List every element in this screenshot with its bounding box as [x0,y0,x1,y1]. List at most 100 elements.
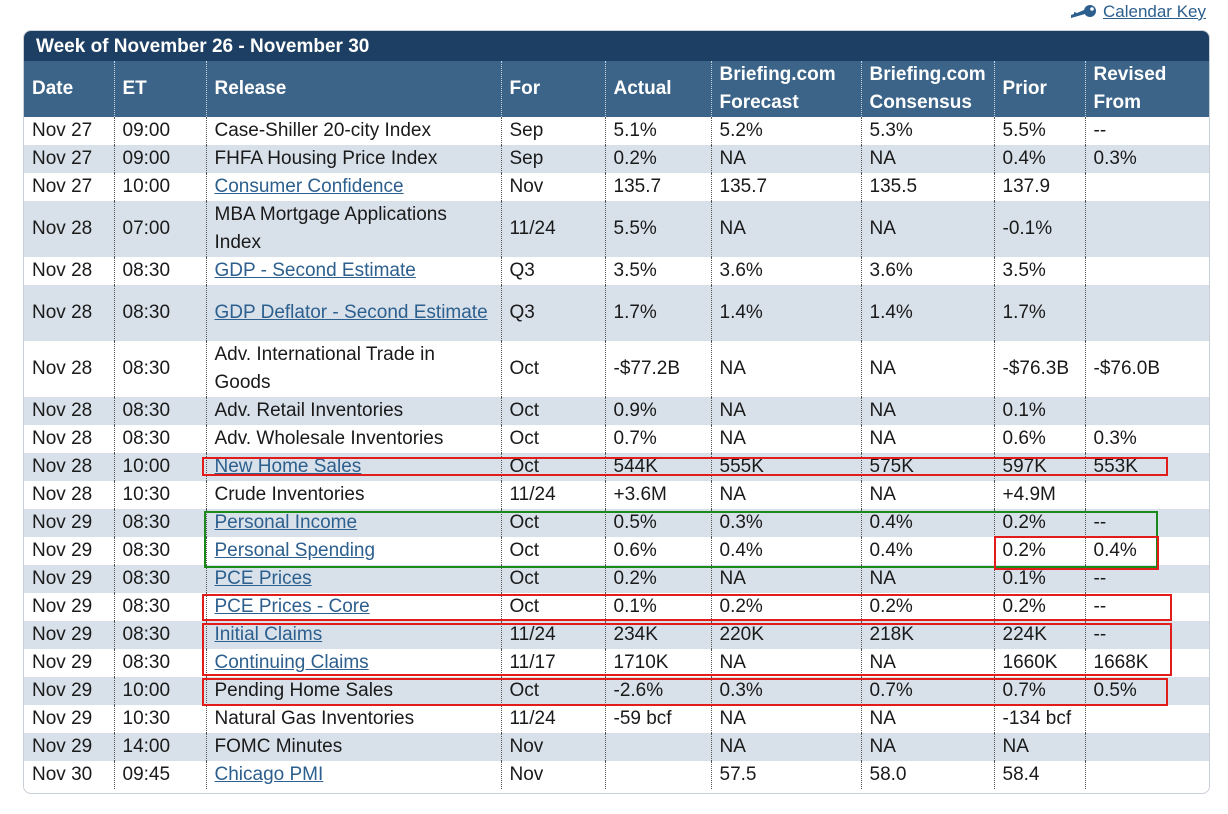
cell-for: Oct [500,341,605,397]
cell-et: 08:30 [113,621,206,649]
cell-prior: 1660K [993,649,1085,677]
release-link[interactable]: New Home Sales [214,456,362,477]
table-row: Nov 27 09:00 FHFA Housing Price Index Sep 0.… [24,145,1209,173]
cell-consensus: NA [860,145,994,173]
cell-release: Adv. Wholesale Inventories [205,425,501,453]
cell-actual: -$77.2B [604,341,711,397]
cell-for: Q3 [500,285,605,341]
table-row: Nov 28 08:30 Adv. International Trade in G… [24,341,1209,397]
cell-et: 08:30 [113,509,206,537]
table-row: Nov 28 10:30 Crude Inventories 11/24 +3.6M NA… [24,481,1209,509]
release-link[interactable]: PCE Prices [214,568,312,589]
calendar-key-link[interactable]: Calendar Key [1068,0,1206,24]
cell-forecast: 1.4% [710,285,861,341]
cell-release: PCE Prices - Core [205,593,501,621]
cell-forecast: 3.6% [710,257,861,285]
cell-date: Nov 27 [24,173,114,201]
header-consensus: Briefing.com Consensus [860,61,994,117]
cell-actual: +3.6M [604,481,711,509]
cell-for: Oct [500,677,605,705]
cell-date: Nov 29 [24,621,114,649]
cell-consensus: NA [860,565,994,593]
cell-revised [1084,397,1209,425]
cell-et: 10:00 [113,453,206,481]
cell-release: FOMC Minutes [205,733,501,761]
cell-release: Crude Inventories [205,481,501,509]
cell-actual: 0.1% [604,593,711,621]
cell-revised: -- [1084,621,1209,649]
cell-release: Personal Income [205,509,501,537]
cell-forecast: 0.4% [710,537,861,565]
cell-for: 11/24 [500,621,605,649]
release-link[interactable]: PCE Prices - Core [214,596,370,617]
cell-release: Continuing Claims [205,649,501,677]
cell-actual [604,761,711,789]
header-forecast-line2: Forecast [719,92,799,113]
table-row: Nov 29 08:30 PCE Prices - Core Oct 0.1% 0.2% 0… [24,593,1209,621]
key-icon [1068,3,1098,21]
header-prior: Prior [993,61,1085,117]
cell-actual: 0.6% [604,537,711,565]
cell-consensus: NA [860,649,994,677]
cell-for: Oct [500,537,605,565]
table-row: Nov 27 10:00 Consumer Confidence Nov 135.7 13… [24,173,1209,201]
cell-prior: 3.5% [993,257,1085,285]
cell-release: Chicago PMI [205,761,501,789]
cell-release: Adv. International Trade in Goods [205,341,501,397]
cell-release: Initial Claims [205,621,501,649]
cell-for: Nov [500,733,605,761]
release-link[interactable]: GDP Deflator - Second Estimate [214,302,488,323]
calendar-key-label[interactable]: Calendar Key [1102,2,1206,21]
cell-revised: 1668K [1084,649,1209,677]
cell-date: Nov 28 [24,453,114,481]
cell-for: 11/24 [500,705,605,733]
cell-date: Nov 29 [24,537,114,565]
cell-for: Oct [500,565,605,593]
header-forecast-line1: Briefing.com [719,64,836,85]
cell-consensus: NA [860,397,994,425]
release-link[interactable]: Continuing Claims [214,652,369,673]
cell-prior: 597K [993,453,1085,481]
cell-date: Nov 29 [24,565,114,593]
cell-date: Nov 27 [24,117,114,145]
header-consensus-line1: Briefing.com [869,64,986,85]
cell-et: 09:00 [113,145,206,173]
cell-revised [1084,481,1209,509]
release-link[interactable]: Personal Spending [214,540,376,561]
release-link[interactable]: GDP - Second Estimate [214,260,416,281]
cell-date: Nov 28 [24,397,114,425]
release-link[interactable]: Personal Income [214,512,358,533]
cell-for: 11/17 [500,649,605,677]
cell-revised: 0.3% [1084,425,1209,453]
cell-forecast: NA [710,341,861,397]
cell-forecast: 0.2% [710,593,861,621]
economic-calendar-panel: Week of November 26 - November 30 Date E… [23,30,1210,794]
cell-forecast: NA [710,201,861,257]
cell-for: Q3 [500,257,605,285]
cell-revised: -- [1084,565,1209,593]
cell-for: Oct [500,397,605,425]
release-link[interactable]: Consumer Confidence [214,176,404,197]
cell-et: 08:30 [113,649,206,677]
release-link[interactable]: Chicago PMI [214,764,324,785]
cell-date: Nov 29 [24,593,114,621]
cell-prior: 0.1% [993,397,1085,425]
cell-consensus: 0.4% [860,537,994,565]
cell-date: Nov 27 [24,145,114,173]
cell-for: Nov [500,173,605,201]
release-link[interactable]: Initial Claims [214,624,323,645]
cell-revised: -- [1084,593,1209,621]
cell-revised [1084,201,1209,257]
cell-actual: 5.5% [604,201,711,257]
cell-prior: 0.4% [993,145,1085,173]
cell-prior: 0.6% [993,425,1085,453]
cell-et: 09:00 [113,117,206,145]
cell-release: Consumer Confidence [205,173,501,201]
table-row: Nov 28 07:00 MBA Mortgage Applications Ind… [24,201,1209,257]
cell-consensus: 58.0 [860,761,994,789]
table-row: Nov 29 08:30 Initial Claims 11/24 234K 220K 21… [24,621,1209,649]
cell-prior: 5.5% [993,117,1085,145]
cell-prior: -0.1% [993,201,1085,257]
cell-revised: 0.3% [1084,145,1209,173]
cell-revised: -- [1084,117,1209,145]
